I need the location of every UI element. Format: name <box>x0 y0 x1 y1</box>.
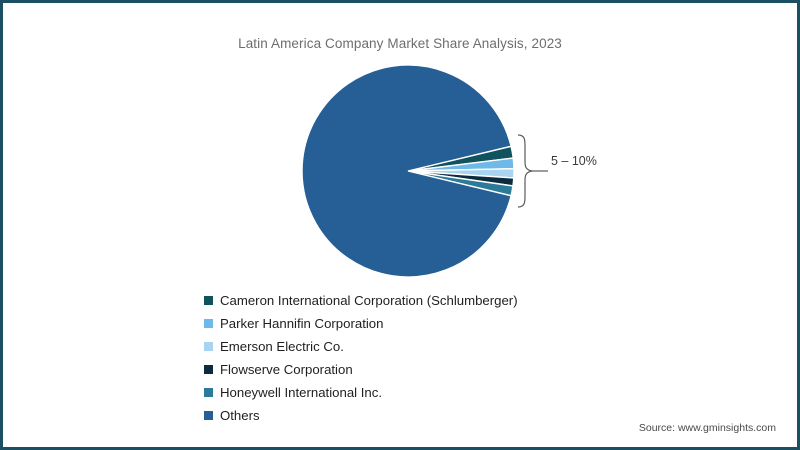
pie-chart-svg <box>301 64 548 278</box>
legend-item-label: Emerson Electric Co. <box>220 338 344 354</box>
source-attribution: Source: www.gminsights.com <box>638 422 776 434</box>
legend-color-swatch <box>204 319 213 328</box>
legend-item[interactable]: Cameron International Corporation (Schlu… <box>204 289 664 312</box>
pie-chart-area <box>3 58 797 288</box>
legend-color-swatch <box>204 296 213 305</box>
legend-item-label: Cameron International Corporation (Schlu… <box>220 292 518 308</box>
share-range-annotation: 5 – 10% <box>551 154 597 168</box>
chart-legend: Cameron International Corporation (Schlu… <box>204 289 664 427</box>
legend-item[interactable]: Honeywell International Inc. <box>204 381 664 404</box>
legend-color-swatch <box>204 365 213 374</box>
legend-item-label: Others <box>220 407 260 423</box>
legend-item[interactable]: Others <box>204 404 664 427</box>
legend-item-label: Honeywell International Inc. <box>220 384 383 400</box>
pie-slice[interactable] <box>301 64 512 278</box>
pie-slices-group <box>301 64 515 278</box>
legend-item-label: Parker Hannifin Corporation <box>220 315 384 331</box>
legend-color-swatch <box>204 411 213 420</box>
callout-bracket-group <box>517 134 548 208</box>
legend-item[interactable]: Parker Hannifin Corporation <box>204 312 664 335</box>
legend-item-label: Flowserve Corporation <box>220 361 353 377</box>
chart-title: Latin America Company Market Share Analy… <box>238 36 562 51</box>
legend-item[interactable]: Emerson Electric Co. <box>204 335 664 358</box>
curly-brace-icon <box>517 134 533 208</box>
legend-item[interactable]: Flowserve Corporation <box>204 358 664 381</box>
legend-color-swatch <box>204 342 213 351</box>
legend-color-swatch <box>204 388 213 397</box>
